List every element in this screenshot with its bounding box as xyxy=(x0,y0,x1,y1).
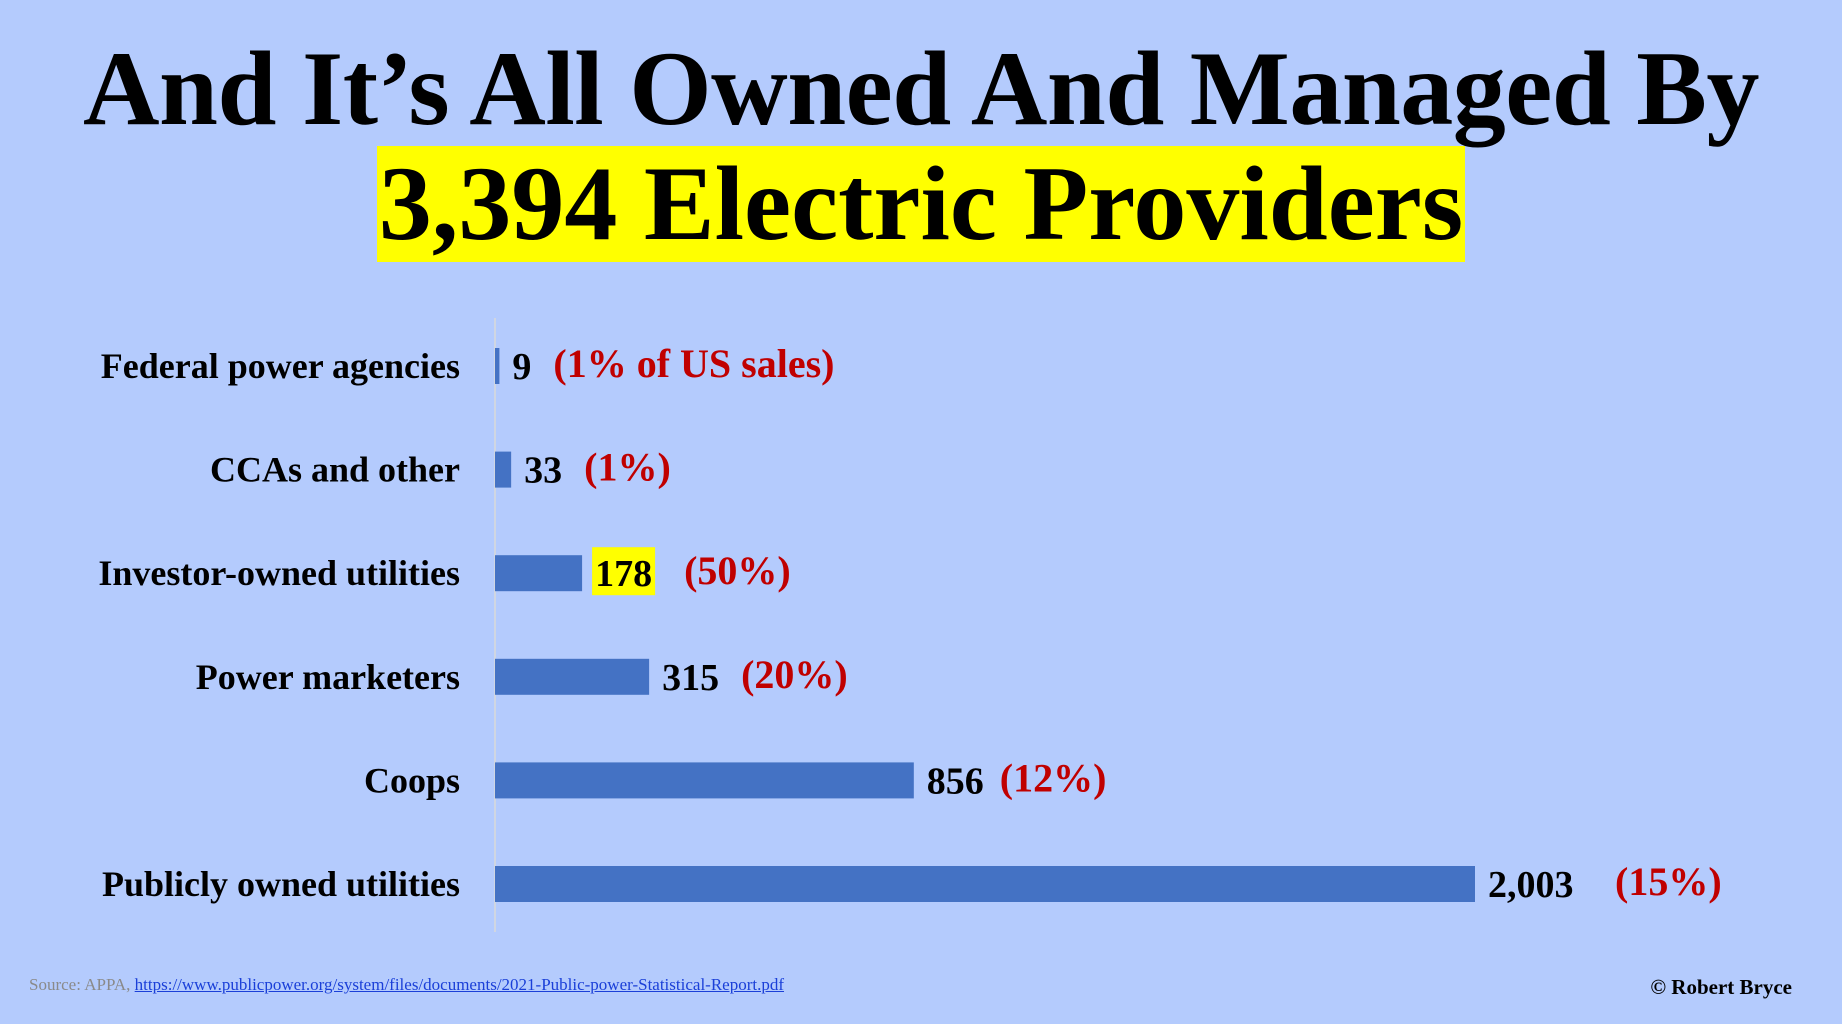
share-annotation: (12%) xyxy=(1000,755,1107,800)
value-label: 315 xyxy=(662,657,719,699)
category-label: Investor-owned utilities xyxy=(98,553,460,593)
share-annotation: (1% of US sales) xyxy=(553,341,834,386)
source-link[interactable]: https://www.publicpower.org/system/files… xyxy=(134,975,785,994)
title-line-2-wrapper: 3,394 Electric Providers xyxy=(0,146,1842,293)
slide-title: And It’s All Owned And Managed By 3,394 … xyxy=(0,30,1842,293)
value-label: 9 xyxy=(512,346,531,388)
value-label: 2,003 xyxy=(1488,864,1574,906)
value-label: 33 xyxy=(524,450,562,492)
bar xyxy=(495,762,914,799)
share-annotation: (20%) xyxy=(741,652,848,697)
title-highlight: 3,394 Electric Providers xyxy=(376,145,1466,262)
copyright-note: © Robert Bryce xyxy=(1650,975,1792,999)
share-annotation: (50%) xyxy=(684,548,791,593)
title-line-1: And It’s All Owned And Managed By xyxy=(83,30,1759,147)
value-highlight xyxy=(592,547,656,596)
category-label: CCAs and other xyxy=(210,450,460,490)
category-label: Coops xyxy=(364,760,460,800)
bar xyxy=(495,866,1475,902)
bar xyxy=(495,348,500,384)
bar xyxy=(495,658,650,695)
bar xyxy=(495,555,583,592)
source-note: Source: APPA, https://www.publicpower.or… xyxy=(29,975,784,995)
category-label: Power marketers xyxy=(196,657,460,697)
source-prefix: Source: APPA, xyxy=(29,975,135,994)
share-annotation: (15%) xyxy=(1615,859,1722,904)
category-label: Federal power agencies xyxy=(101,346,460,386)
category-label: Publicly owned utilities xyxy=(102,864,460,904)
value-label: 856 xyxy=(927,760,984,802)
value-label: 178 xyxy=(595,553,652,595)
share-annotation: (1%) xyxy=(584,445,671,490)
bar xyxy=(495,451,512,488)
